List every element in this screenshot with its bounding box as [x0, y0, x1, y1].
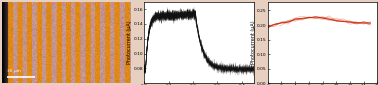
- Text: 30 μm: 30 μm: [7, 69, 21, 73]
- Y-axis label: Photocurrent (μA): Photocurrent (μA): [251, 21, 256, 64]
- Y-axis label: Photocurrent (μA): Photocurrent (μA): [127, 21, 132, 64]
